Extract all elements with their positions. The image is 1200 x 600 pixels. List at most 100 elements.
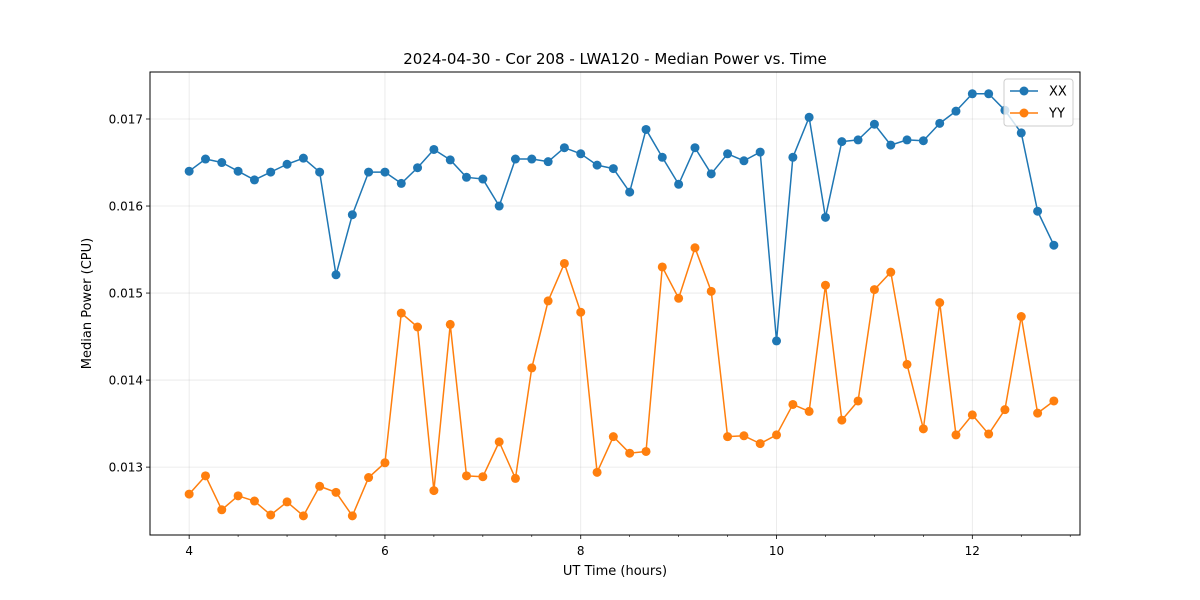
- data-point: [674, 293, 684, 303]
- data-point: [918, 424, 928, 434]
- data-point: [461, 471, 471, 481]
- legend-label: YY: [1048, 107, 1065, 122]
- data-point: [543, 296, 553, 306]
- data-point: [429, 144, 439, 154]
- data-point: [918, 136, 928, 146]
- y-tick-label: 0.015: [109, 287, 143, 301]
- x-tick-label: 4: [185, 544, 193, 558]
- data-point: [706, 169, 716, 179]
- data-point: [706, 286, 716, 296]
- data-point: [608, 164, 618, 174]
- data-point: [576, 149, 586, 159]
- data-point: [1033, 408, 1043, 418]
- data-point: [445, 319, 455, 329]
- data-point: [233, 166, 243, 176]
- data-point: [315, 481, 325, 491]
- data-point: [298, 511, 308, 521]
- data-point: [510, 154, 520, 164]
- x-tick-label: 8: [577, 544, 585, 558]
- data-point: [739, 431, 749, 441]
- data-point: [1049, 396, 1059, 406]
- data-point: [331, 270, 341, 280]
- data-point: [413, 163, 423, 173]
- series-layer: [184, 89, 1059, 521]
- data-point: [347, 210, 357, 220]
- data-point: [1016, 312, 1026, 322]
- data-point: [820, 212, 830, 222]
- data-point: [445, 155, 455, 165]
- data-point: [690, 243, 700, 253]
- data-point: [249, 175, 259, 185]
- data-point: [249, 496, 259, 506]
- data-point: [217, 505, 227, 515]
- data-point: [347, 511, 357, 521]
- data-point: [837, 415, 847, 425]
- y-axis-label: Median Power (CPU): [80, 238, 95, 369]
- x-tick-label: 10: [769, 544, 784, 558]
- legend-marker: [1019, 86, 1029, 96]
- x-tick-label: 6: [381, 544, 389, 558]
- data-point: [690, 143, 700, 153]
- data-point: [380, 458, 390, 468]
- data-point: [723, 149, 733, 159]
- x-axis-label: UT Time (hours): [563, 564, 667, 579]
- data-point: [788, 399, 798, 409]
- data-point: [853, 135, 863, 145]
- data-point: [657, 152, 667, 162]
- legend-marker: [1019, 108, 1029, 118]
- data-point: [1049, 240, 1059, 250]
- data-point: [951, 106, 961, 116]
- data-point: [772, 336, 782, 346]
- data-point: [657, 262, 667, 272]
- data-point: [266, 510, 276, 520]
- data-point: [592, 467, 602, 477]
- data-point: [755, 439, 765, 449]
- data-point: [266, 167, 276, 177]
- data-point: [739, 156, 749, 166]
- data-point: [853, 396, 863, 406]
- data-point: [1033, 206, 1043, 216]
- data-point: [543, 157, 553, 167]
- data-point: [494, 437, 504, 447]
- data-point: [429, 486, 439, 496]
- data-point: [902, 135, 912, 145]
- data-point: [984, 429, 994, 439]
- data-point: [886, 267, 896, 277]
- data-point: [1000, 405, 1010, 415]
- data-point: [559, 258, 569, 268]
- data-point: [869, 285, 879, 295]
- data-point: [641, 446, 651, 456]
- chart-title: 2024-04-30 - Cor 208 - LWA120 - Median P…: [403, 50, 827, 68]
- data-point: [201, 471, 211, 481]
- data-point: [527, 363, 537, 373]
- data-point: [869, 119, 879, 129]
- x-tick-label: 12: [965, 544, 980, 558]
- data-point: [576, 307, 586, 317]
- data-point: [886, 140, 896, 150]
- data-point: [461, 172, 471, 182]
- data-point: [641, 124, 651, 134]
- data-point: [755, 147, 765, 157]
- series-YY: [184, 243, 1059, 521]
- data-point: [723, 432, 733, 442]
- data-point: [935, 118, 945, 128]
- legend-label: XX: [1049, 85, 1067, 100]
- data-point: [804, 406, 814, 416]
- data-point: [967, 410, 977, 420]
- data-point: [298, 153, 308, 163]
- data-point: [935, 298, 945, 308]
- data-point: [837, 137, 847, 147]
- y-tick-label: 0.016: [109, 200, 143, 214]
- data-point: [592, 160, 602, 170]
- data-point: [282, 159, 292, 169]
- data-point: [201, 154, 211, 164]
- data-point: [674, 179, 684, 189]
- legend: XX YY: [1003, 78, 1074, 127]
- data-point: [510, 473, 520, 483]
- data-point: [282, 497, 292, 507]
- data-point: [788, 152, 798, 162]
- axis-ticks: 4 6 8 10 12 0.013 0.014 0.015 0.016 0.017: [109, 112, 1071, 558]
- data-point: [625, 187, 635, 197]
- y-tick-label: 0.014: [109, 374, 143, 388]
